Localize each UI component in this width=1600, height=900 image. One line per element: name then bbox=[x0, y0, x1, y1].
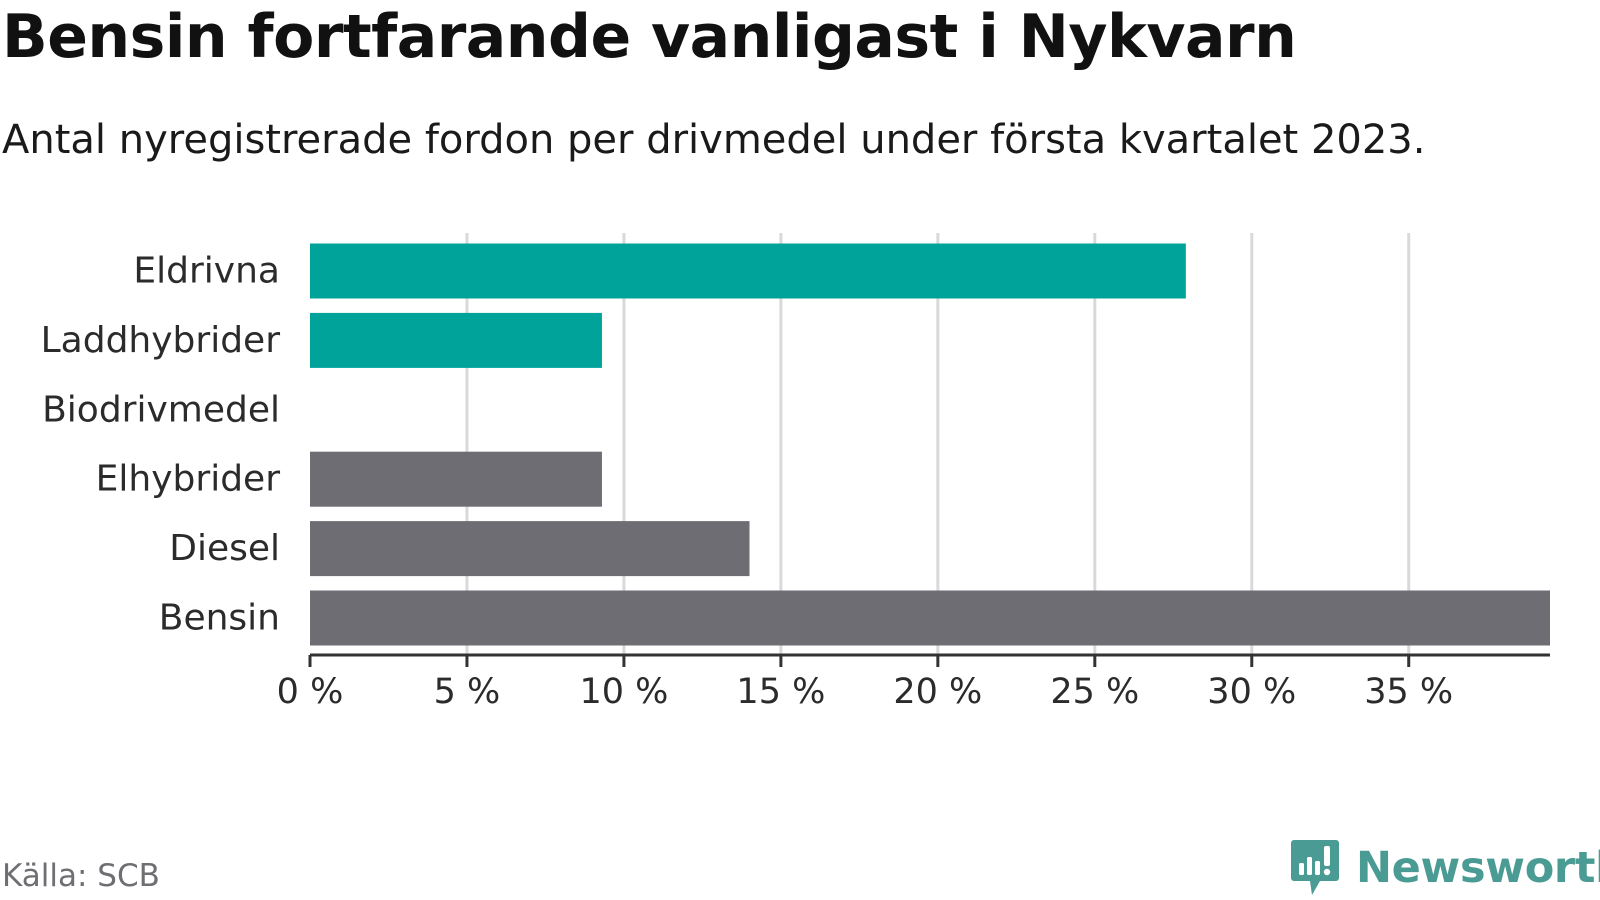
x-tick-label: 25 % bbox=[1050, 672, 1139, 712]
x-tick-label: 15 % bbox=[736, 672, 825, 712]
bar-laddhybrider bbox=[310, 312, 602, 368]
bar-eldrivna bbox=[310, 243, 1186, 299]
bars bbox=[310, 243, 1550, 646]
category-label: Laddhybrider bbox=[41, 320, 281, 361]
category-label: Elhybrider bbox=[96, 459, 281, 500]
bar-diesel bbox=[310, 521, 750, 577]
brand-name: Newsworthy bbox=[1356, 843, 1600, 893]
x-tick-label: 30 % bbox=[1207, 672, 1296, 712]
newsworthy-logo-icon bbox=[1291, 840, 1339, 895]
chart-title: Bensin fortfarande vanligast i Nykvarn bbox=[2, 2, 1297, 72]
category-label: Bensin bbox=[159, 598, 280, 639]
x-tick-label: 10 % bbox=[579, 672, 668, 712]
bar-bensin bbox=[310, 590, 1550, 646]
category-labels: Eldrivna Laddhybrider Biodrivmedel Elhybrid… bbox=[41, 251, 281, 639]
bar-elhybrider bbox=[310, 451, 602, 507]
chart-subtitle: Antal nyregistrerade fordon per drivmede… bbox=[2, 117, 1426, 163]
category-label: Biodrivmedel bbox=[42, 389, 280, 430]
x-tick-label: 20 % bbox=[893, 672, 982, 712]
x-tick-label: 35 % bbox=[1364, 672, 1453, 712]
x-tick-label: 0 % bbox=[277, 672, 344, 712]
source-note: Källa: SCB bbox=[2, 858, 160, 894]
category-label: Diesel bbox=[169, 528, 280, 569]
brand-logo: Newsworthy bbox=[1290, 838, 1600, 898]
x-tick-label: 5 % bbox=[434, 672, 501, 712]
gridlines bbox=[465, 233, 1411, 655]
category-label: Eldrivna bbox=[133, 251, 280, 292]
x-axis: 0 % 5 % 10 % 15 % 20 % 25 % 30 % 35 % bbox=[277, 653, 1550, 712]
